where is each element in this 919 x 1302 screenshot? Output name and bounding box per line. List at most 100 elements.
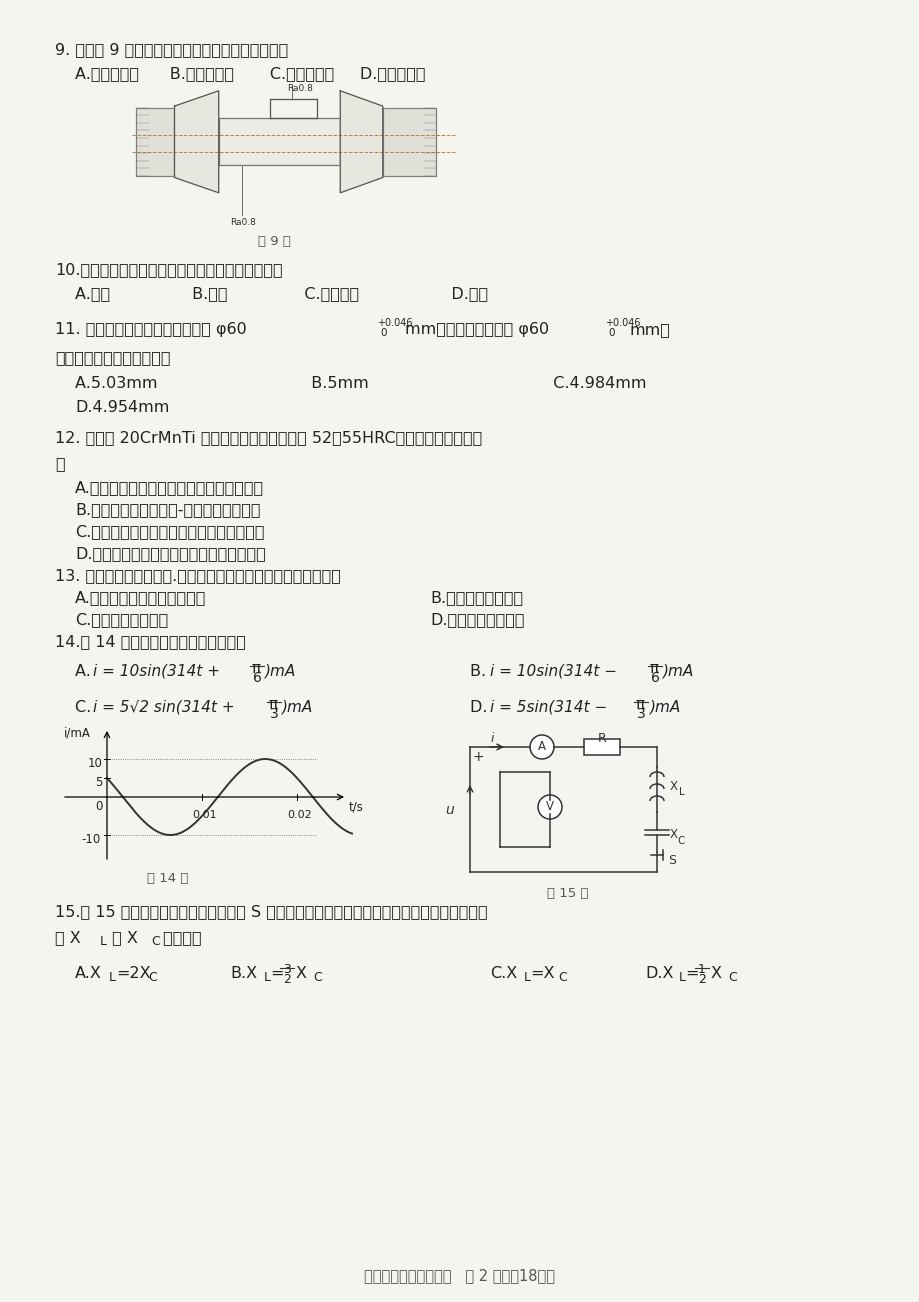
Text: A.正火一粗车一半精车一表面热处理一磨削: A.正火一粗车一半精车一表面热处理一磨削 — [75, 480, 264, 495]
Text: Ra0.8: Ra0.8 — [288, 85, 313, 92]
Text: X: X — [710, 966, 721, 980]
Text: 的关系是: 的关系是 — [158, 930, 201, 945]
Text: i = 10sin(314t −: i = 10sin(314t − — [490, 664, 617, 680]
Text: 则 X: 则 X — [55, 930, 81, 945]
Text: 6: 6 — [651, 671, 659, 685]
Text: C.: C. — [75, 700, 96, 715]
Text: 机械专业综合理论试卷   第 2 页（共18页）: 机械专业综合理论试卷 第 2 页（共18页） — [364, 1268, 555, 1282]
Text: D.: D. — [470, 700, 492, 715]
Text: mm，本道工序尺寸为 φ60: mm，本道工序尺寸为 φ60 — [404, 322, 549, 337]
Text: D.X: D.X — [644, 966, 673, 980]
Text: 为: 为 — [55, 456, 64, 471]
Text: 题 15 图: 题 15 图 — [547, 887, 588, 900]
Circle shape — [529, 736, 553, 759]
Text: L: L — [678, 971, 686, 984]
Text: u: u — [445, 803, 454, 816]
Text: 13. 普通车床的主轴箱上.影响齿轮副啮合精度的主要技术要求是: 13. 普通车床的主轴箱上.影响齿轮副啮合精度的主要技术要求是 — [55, 568, 341, 583]
Polygon shape — [340, 91, 382, 193]
Text: D.4.954mm: D.4.954mm — [75, 400, 169, 415]
Text: R: R — [597, 733, 606, 746]
Bar — [382, 108, 436, 176]
Text: =2X: =2X — [116, 966, 151, 980]
Text: C: C — [148, 971, 156, 984]
Text: B.X: B.X — [230, 966, 256, 980]
Text: 9. 磨削题 9 图的曲轴曲颈，一般采用的磨削方法是: 9. 磨削题 9 图的曲轴曲颈，一般采用的磨削方法是 — [55, 42, 288, 57]
Text: 与 X: 与 X — [107, 930, 138, 945]
Text: 3: 3 — [283, 963, 290, 976]
Text: -10: -10 — [82, 833, 101, 846]
Text: A: A — [538, 741, 545, 754]
Text: C.粗车一正火一半精车一表面热处理一磨削: C.粗车一正火一半精车一表面热处理一磨削 — [75, 523, 265, 539]
Text: 14.题 14 图所示正弦交流电流的解析是: 14.题 14 图所示正弦交流电流的解析是 — [55, 634, 245, 648]
Text: A.X: A.X — [75, 966, 102, 980]
Text: +: + — [471, 750, 483, 764]
Bar — [584, 740, 619, 755]
Text: L: L — [524, 971, 530, 984]
Text: π: π — [650, 661, 658, 676]
Text: C: C — [312, 971, 322, 984]
Text: X: X — [669, 828, 677, 841]
Text: 题 14 图: 题 14 图 — [147, 872, 188, 885]
Text: B.轴承孔的形状精度: B.轴承孔的形状精度 — [429, 590, 523, 605]
Text: C: C — [676, 836, 684, 846]
Text: i: i — [490, 733, 494, 746]
Text: 10: 10 — [88, 756, 103, 769]
Text: C.X: C.X — [490, 966, 516, 980]
Text: A.横向磨削法      B.深度磨削法       C.纵向磨削法     D.综合磨削法: A.横向磨削法 B.深度磨削法 C.纵向磨削法 D.综合磨削法 — [75, 66, 425, 81]
Text: 6: 6 — [253, 671, 262, 685]
Text: =: = — [685, 966, 698, 980]
Text: C: C — [151, 935, 160, 948]
Text: 12. 材料为 20CrMnTi 的轴套，要求表面硬度为 52～55HRC，则其合理工艺方案: 12. 材料为 20CrMnTi 的轴套，要求表面硬度为 52～55HRC，则其… — [55, 430, 482, 445]
Text: A.: A. — [75, 664, 96, 680]
Text: )mA: )mA — [663, 664, 694, 680]
Bar — [136, 108, 175, 176]
Text: C.轴承孔的尺寸精度: C.轴承孔的尺寸精度 — [75, 612, 168, 628]
Text: =X: =X — [529, 966, 554, 980]
Text: 0.02: 0.02 — [287, 810, 312, 820]
Text: 题 9 图: 题 9 图 — [257, 234, 290, 247]
Text: i/mA: i/mA — [64, 727, 91, 740]
Text: S: S — [667, 854, 675, 867]
Text: B.正火一粗车一半精车-磨削一表面热处理: B.正火一粗车一半精车-磨削一表面热处理 — [75, 503, 260, 517]
Text: A.顶角                B.前角               C.横刃斜角                  D.后角: A.顶角 B.前角 C.横刃斜角 D.后角 — [75, 286, 488, 301]
Text: t/s: t/s — [348, 801, 364, 814]
Text: i = 5√2 sin(314t +: i = 5√2 sin(314t + — [93, 700, 234, 715]
Text: V: V — [545, 801, 553, 814]
Text: C: C — [727, 971, 736, 984]
Text: +0.046: +0.046 — [605, 318, 640, 328]
Text: 3: 3 — [636, 707, 645, 721]
Text: π: π — [252, 661, 261, 676]
Text: π: π — [268, 697, 278, 712]
Text: D.粗车一正火一半精车一磨削一表面热处理: D.粗车一正火一半精车一磨削一表面热处理 — [75, 546, 266, 561]
Text: L: L — [678, 786, 684, 797]
Text: 2: 2 — [283, 973, 290, 986]
Text: )mA: )mA — [265, 664, 296, 680]
Text: A.轴承孔与箱体基准面平行度: A.轴承孔与箱体基准面平行度 — [75, 590, 206, 605]
Text: X: X — [669, 780, 677, 793]
Text: X: X — [296, 966, 307, 980]
Text: mm，: mm， — [630, 322, 670, 337]
Text: 5: 5 — [96, 776, 103, 789]
Text: L: L — [108, 971, 116, 984]
Text: 0: 0 — [380, 328, 386, 339]
Text: 1: 1 — [698, 963, 705, 976]
Text: )mA: )mA — [650, 700, 680, 715]
Text: L: L — [264, 971, 271, 984]
Text: π: π — [635, 697, 644, 712]
Text: +0.046: +0.046 — [377, 318, 412, 328]
Bar — [219, 118, 340, 165]
Text: 3: 3 — [269, 707, 278, 721]
Text: 11. 镗孔加工，前一道工序尺寸为 φ60: 11. 镗孔加工，前一道工序尺寸为 φ60 — [55, 322, 246, 337]
Text: )mA: )mA — [282, 700, 312, 715]
Text: A.5.03mm                              B.5mm                                    C: A.5.03mm B.5mm C — [75, 376, 646, 391]
Text: D.轴承孔的位置精度: D.轴承孔的位置精度 — [429, 612, 524, 628]
Circle shape — [538, 796, 562, 819]
Text: 则本道工序最小加工余量为: 则本道工序最小加工余量为 — [55, 350, 170, 365]
Text: L: L — [100, 935, 107, 948]
Text: Ra0.8: Ra0.8 — [230, 219, 255, 228]
Text: 2: 2 — [698, 973, 705, 986]
Text: 0.01: 0.01 — [192, 810, 216, 820]
Text: =: = — [269, 966, 283, 980]
Text: i = 5sin(314t −: i = 5sin(314t − — [490, 700, 607, 715]
Text: C: C — [558, 971, 566, 984]
